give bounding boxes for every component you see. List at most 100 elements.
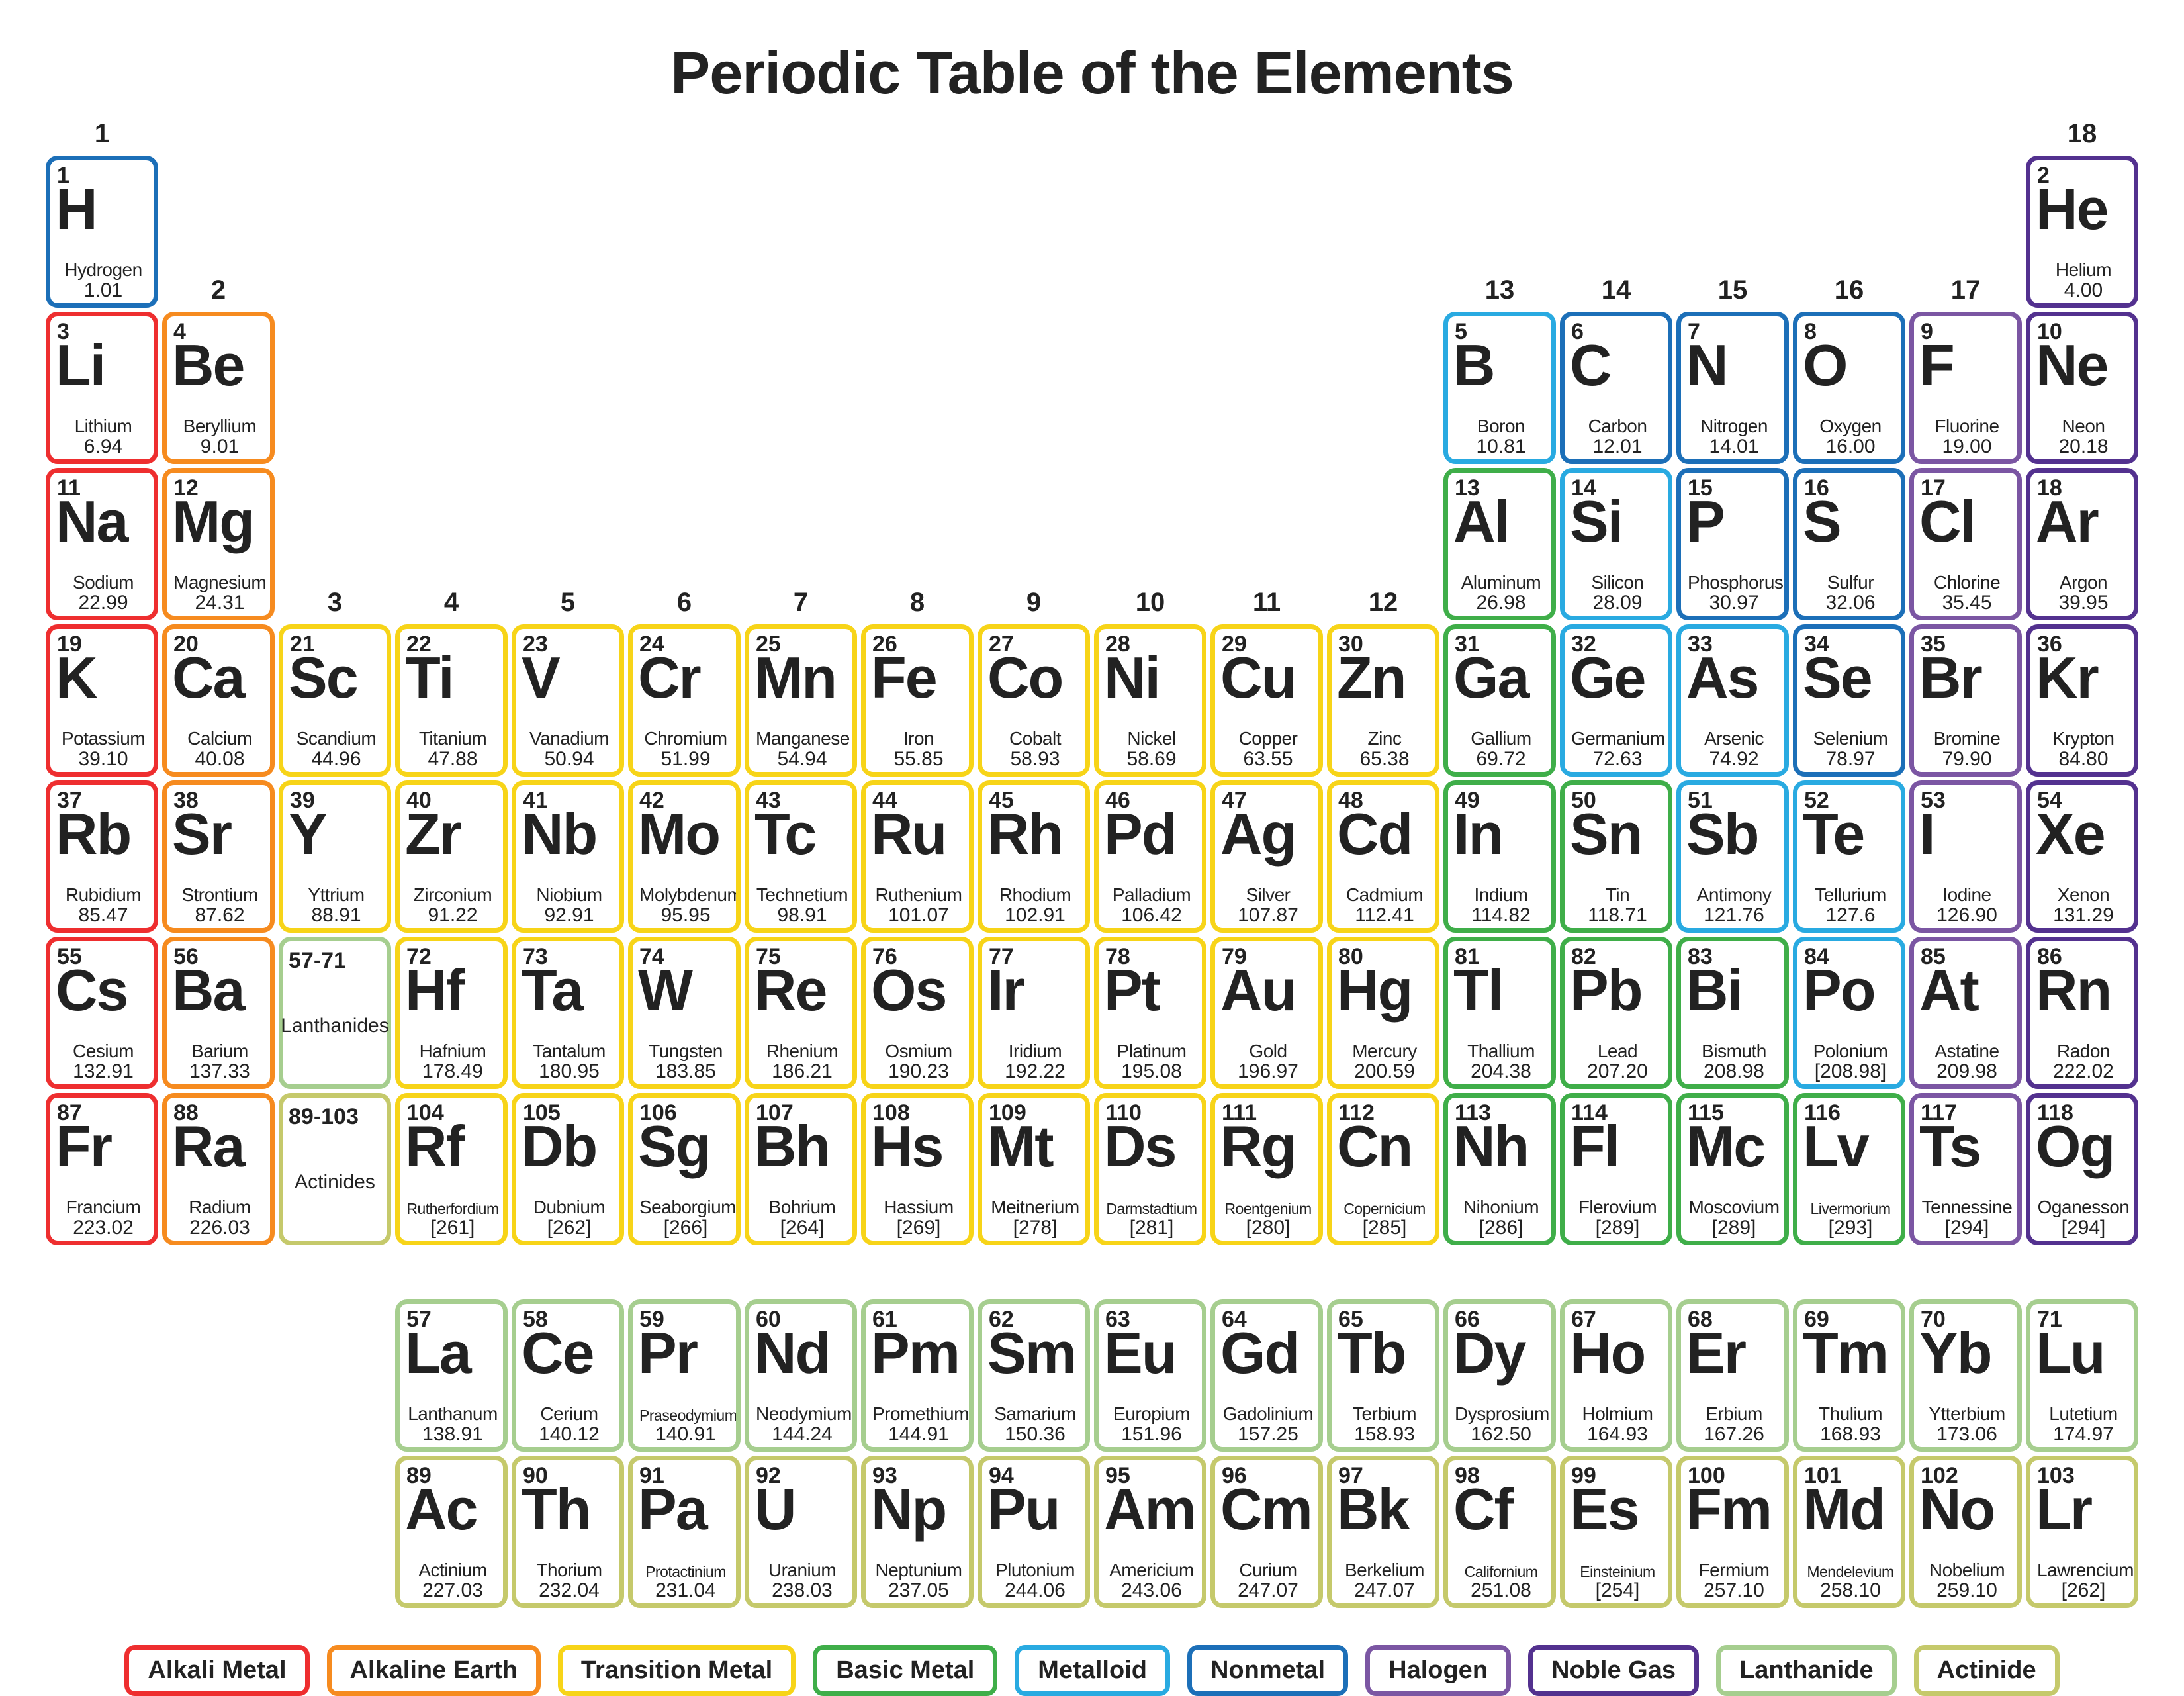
element-name: Thulium [1804,1405,1897,1423]
element-symbol: Tm [1803,1324,1888,1382]
element-mt: 109MtMeitnerium[278] [978,1093,1090,1245]
element-name: Zirconium [406,886,499,904]
element-ra: 88RaRadium226.03 [162,1093,275,1245]
element-symbol: Pm [871,1324,959,1382]
element-pa: 91PaProtactinium231.04 [628,1456,741,1608]
element-symbol: Th [522,1480,590,1538]
element-name: Ytterbium [1921,1405,2013,1423]
element-symbol: Os [871,961,946,1019]
atomic-mass: 126.90 [1921,906,2013,925]
atomic-mass: 28.09 [1571,593,1664,613]
element-symbol: Ti [405,649,453,707]
atomic-mass: [264] [756,1218,848,1238]
element-symbol: Eu [1104,1324,1175,1382]
atomic-mass: 132.91 [57,1062,150,1082]
element-symbol: Sc [289,649,357,707]
atomic-mass: 127.6 [1804,906,1897,925]
placeholder-label: Lanthanides [281,1015,388,1037]
element-name: Gallium [1455,730,1547,748]
atomic-mass: 173.06 [1921,1425,2013,1444]
element-name: Tellurium [1804,886,1897,904]
element-fm: 100FmFermium257.10 [1676,1456,1789,1608]
element-symbol: Sg [638,1117,709,1176]
element-name: Terbium [1338,1405,1431,1423]
element-name: Promethium [872,1405,965,1423]
element-name: Argon [2037,573,2130,592]
element-sr: 38SrStrontium87.62 [162,780,275,933]
element-symbol: Er [1686,1324,1745,1382]
atomic-mass: 55.85 [872,749,965,769]
page-title: Periodic Table of the Elements [670,40,1514,108]
atomic-mass: [254] [1571,1581,1664,1601]
atomic-mass: 91.22 [406,906,499,925]
element-symbol: Pu [987,1480,1059,1538]
element-rn: 86RnRadon222.02 [2026,937,2138,1089]
element-name: Dubnium [523,1198,615,1217]
element-name: Calcium [173,730,266,748]
element-np: 93NpNeptunium237.05 [861,1456,974,1608]
element-name: Lead [1571,1042,1664,1060]
element-name: Iron [872,730,965,748]
element-md: 101MdMendelevium258.10 [1793,1456,1905,1608]
atomic-mass: 14.01 [1688,437,1780,457]
atomic-mass: 232.04 [523,1581,615,1601]
legend-noble: Noble Gas [1528,1645,1699,1696]
atomic-mass: [294] [2037,1218,2130,1238]
element-yb: 70YbYtterbium173.06 [1909,1299,2022,1452]
atomic-mass: 6.94 [57,437,150,457]
element-symbol: Mt [987,1117,1053,1176]
element-name: Beryllium [173,417,266,436]
atomic-mass: 54.94 [756,749,848,769]
element-symbol: S [1803,493,1841,551]
element-gd: 64GdGadolinium157.25 [1210,1299,1323,1452]
element-symbol: Ar [2036,493,2098,551]
element-name: Einsteinium [1571,1564,1664,1579]
element-kr: 36KrKrypton84.80 [2026,624,2138,777]
element-symbol: Te [1803,805,1864,863]
element-er: 68ErErbium167.26 [1676,1299,1789,1452]
group-label-8: 8 [861,588,974,620]
element-symbol: Cn [1337,1117,1412,1176]
element-mc: 115McMoscovium[289] [1676,1093,1789,1245]
atomic-mass: 131.29 [2037,906,2130,925]
element-co: 27CoCobalt58.93 [978,624,1090,777]
atomic-mass: 9.01 [173,437,266,457]
element-name: Silver [1222,886,1314,904]
element-name: Vanadium [523,730,615,748]
legend-transition: Transition Metal [558,1645,796,1696]
element-name: Oganesson [2037,1198,2130,1217]
element-symbol: Cs [56,961,128,1019]
atomic-mass: 102.91 [989,906,1081,925]
element-name: Copernicium [1338,1201,1431,1217]
element-tb: 65TbTerbium158.93 [1327,1299,1439,1452]
atomic-mass: 138.91 [406,1425,499,1444]
placeholder-lan: 57-71Lanthanides [279,937,391,1089]
element-name: Thorium [523,1561,615,1579]
atomic-mass: 196.97 [1222,1062,1314,1082]
element-symbol: Cf [1453,1480,1512,1538]
atomic-mass: 12.01 [1571,437,1664,457]
element-name: Livermorium [1804,1201,1897,1217]
element-symbol: Mn [754,649,836,707]
atomic-mass: 26.98 [1455,593,1547,613]
element-symbol: Ce [522,1324,594,1382]
group-label-13: 13 [1443,275,1556,308]
atomic-mass: 150.36 [989,1425,1081,1444]
element-name: Cadmium [1338,886,1431,904]
atomic-mass: 192.22 [989,1062,1081,1082]
element-k: 19KPotassium39.10 [46,624,158,777]
element-in: 49InIndium114.82 [1443,780,1556,933]
element-symbol: U [754,1480,796,1538]
atomic-mass: 39.10 [57,749,150,769]
element-name: Tennessine [1921,1198,2013,1217]
element-name: Cobalt [989,730,1081,748]
element-name: Silicon [1571,573,1664,592]
element-name: Erbium [1688,1405,1780,1423]
element-name: Nihonium [1455,1198,1547,1217]
element-symbol: Ge [1570,649,1645,707]
element-be: 4BeBeryllium9.01 [162,312,275,464]
atomic-mass: 231.04 [639,1581,732,1601]
atomic-mass: [289] [1688,1218,1780,1238]
element-rh: 45RhRhodium102.91 [978,780,1090,933]
element-nd: 60NdNeodymium144.24 [745,1299,857,1452]
